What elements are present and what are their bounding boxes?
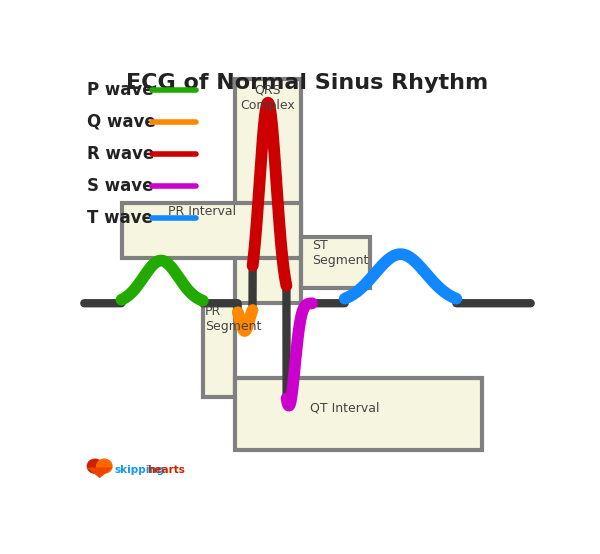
Text: hearts: hearts xyxy=(147,465,185,475)
Circle shape xyxy=(86,459,103,474)
Text: QT Interval: QT Interval xyxy=(310,401,379,414)
Text: ST
Segment: ST Segment xyxy=(312,239,368,267)
Text: ECG of Normal Sinus Rhythm: ECG of Normal Sinus Rhythm xyxy=(127,73,488,93)
Bar xyxy=(203,303,235,397)
Text: QRS
Complex: QRS Complex xyxy=(241,84,295,111)
Bar xyxy=(121,203,301,258)
Polygon shape xyxy=(86,468,113,478)
Bar xyxy=(235,378,482,450)
Text: P wave: P wave xyxy=(86,81,153,99)
Text: skipping: skipping xyxy=(115,465,165,475)
Bar xyxy=(235,79,301,303)
Text: T wave: T wave xyxy=(86,209,152,227)
Circle shape xyxy=(96,459,113,474)
Text: PR Interval: PR Interval xyxy=(168,205,236,218)
Bar xyxy=(301,237,370,288)
Text: PR
Segment: PR Segment xyxy=(205,305,262,334)
Text: R wave: R wave xyxy=(86,145,154,163)
Text: Q wave: Q wave xyxy=(86,113,155,131)
Text: S wave: S wave xyxy=(86,177,153,195)
